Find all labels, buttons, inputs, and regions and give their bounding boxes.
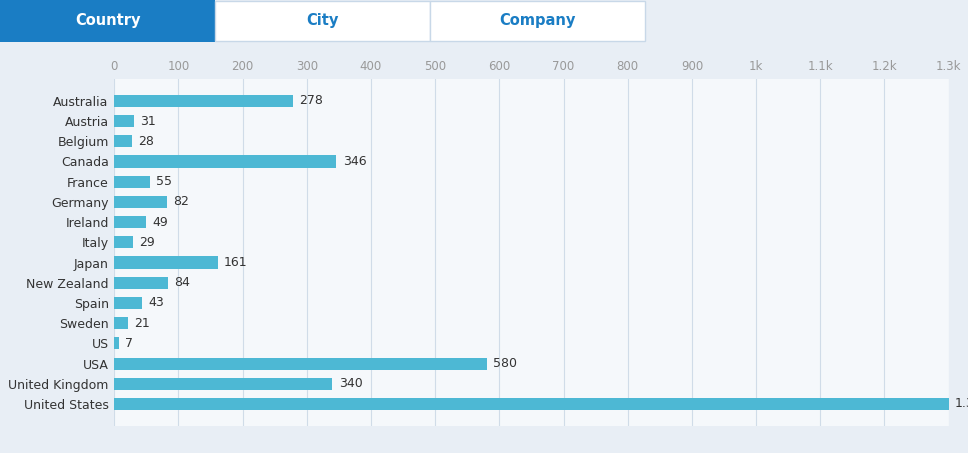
FancyBboxPatch shape — [0, 0, 215, 42]
Bar — [114, 196, 166, 208]
Text: 55: 55 — [156, 175, 172, 188]
Text: 340: 340 — [339, 377, 363, 390]
Bar — [114, 317, 128, 329]
Bar — [114, 115, 135, 127]
FancyBboxPatch shape — [430, 1, 645, 41]
Text: 82: 82 — [173, 195, 189, 208]
Text: Company: Company — [499, 14, 576, 29]
Bar — [114, 155, 336, 168]
Bar — [114, 337, 119, 349]
Text: 28: 28 — [138, 135, 155, 148]
Bar — [114, 297, 142, 309]
FancyBboxPatch shape — [215, 1, 430, 41]
Text: Country: Country — [75, 14, 140, 29]
Bar — [114, 277, 168, 289]
Text: 278: 278 — [299, 94, 323, 107]
Text: 161: 161 — [224, 256, 248, 269]
Text: 49: 49 — [152, 216, 167, 229]
Bar — [114, 95, 292, 107]
Bar — [114, 256, 218, 269]
Bar — [114, 236, 133, 248]
Bar — [114, 135, 133, 147]
Text: 7: 7 — [125, 337, 134, 350]
Text: City: City — [306, 14, 339, 29]
Text: 84: 84 — [174, 276, 191, 289]
Bar — [114, 357, 487, 370]
Text: 346: 346 — [343, 155, 366, 168]
Text: 21: 21 — [135, 317, 150, 330]
Bar — [114, 378, 332, 390]
Text: 31: 31 — [140, 115, 156, 128]
Text: 29: 29 — [139, 236, 155, 249]
Text: 1.3k: 1.3k — [955, 397, 968, 410]
Bar — [114, 176, 149, 188]
Text: 580: 580 — [493, 357, 517, 370]
Bar — [114, 216, 145, 228]
Bar — [114, 398, 949, 410]
Text: 43: 43 — [148, 296, 164, 309]
